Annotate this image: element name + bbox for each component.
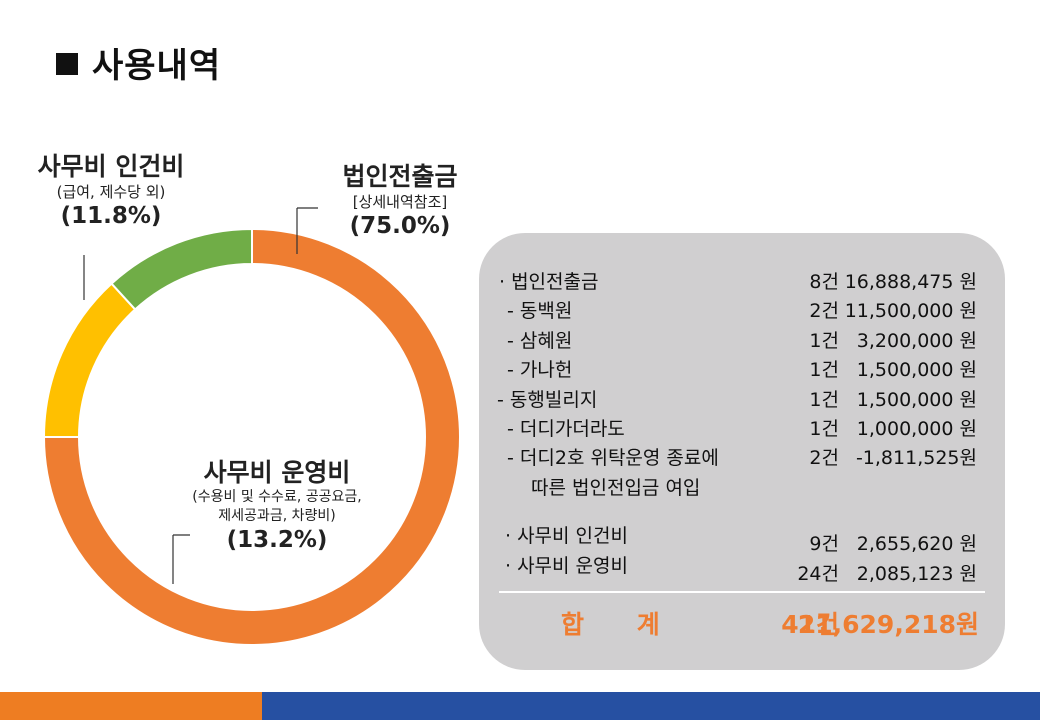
detail-amount: 2,655,620 원 (856, 533, 977, 555)
slice-sub: (수용비 및 수수료, 공공요금, (192, 489, 362, 505)
detail-count: 1건 (809, 330, 839, 352)
donut-slice (42, 227, 461, 646)
detail-row: - 가나헌 1건 1,500,000 원 (479, 355, 1005, 385)
detail-count: 9건 (809, 533, 839, 555)
slice-percent: (11.8%) (60, 203, 162, 229)
detail-desc: - 더디가더라도 (507, 418, 625, 440)
detail-amount: 3,200,000 원 (856, 330, 977, 352)
detail-desc: - 삼혜원 (507, 330, 573, 352)
slice-sub: (급여, 제수당 외) (56, 183, 166, 201)
detail-desc: - 동백원 (507, 300, 573, 322)
page-title: 사용내역 (56, 38, 221, 87)
slice-name: 사무비 인건비 (37, 152, 185, 181)
detail-desc: · 사무비 인건비 (505, 525, 628, 547)
slice-name: 법인전출금 (342, 162, 458, 191)
total-count: 41건 (781, 610, 839, 639)
detail-desc: · 법인전출금 (499, 271, 599, 293)
detail-desc: 따른 법인전입금 여입 (531, 477, 701, 499)
square-bullet-icon (56, 53, 78, 75)
total-row: 합 계 41건 21,629,218원 (479, 233, 1005, 670)
detail-amount: -1,811,525원 (855, 447, 977, 469)
detail-row: - 동행빌리지 1건 1,500,000 원 (479, 385, 1005, 415)
detail-row: - 더디2호 위탁운영 종료에 2건 -1,811,525원 (479, 443, 1005, 473)
detail-amount: 2,085,123 원 (856, 563, 977, 585)
detail-count: 1건 (809, 359, 839, 381)
slice-label-staff-cost: 사무비 인건비 (급여, 제수당 외) (11.8%) (6, 152, 216, 230)
details-panel: · 법인전출금 8건 16,888,475 원- 동백원 2건 11,500,000 원… (479, 233, 1005, 670)
detail-amount: 1,000,000 원 (856, 418, 977, 440)
detail-amount: 1,500,000 원 (856, 389, 977, 411)
detail-row: - 삼혜원 1건 3,200,000 원 (479, 326, 1005, 356)
detail-desc: - 더디2호 위탁운영 종료에 (507, 447, 719, 469)
total-label: 합 계 (561, 610, 682, 639)
footer-bar-blue (262, 692, 1040, 720)
slice-label-operating-cost: 사무비 운영비 (수용비 및 수수료, 공공요금, 제세공과금, 차량비) (1… (152, 458, 402, 554)
slice-sub: 제세공과금, 차량비) (218, 508, 336, 524)
detail-count: 2건 (809, 300, 839, 322)
divider (499, 591, 985, 593)
footer-bar-orange (0, 692, 262, 720)
slice-sub: [상세내역참조] (352, 193, 448, 211)
slice-name: 사무비 운영비 (203, 458, 351, 487)
detail-row: · 사무비 인건비 9건 2,655,620 원 (479, 521, 1005, 555)
detail-amount: 16,888,475 원 (844, 271, 977, 293)
detail-row: - 동백원 2건 11,500,000 원 (479, 296, 1005, 326)
detail-count: 2건 (809, 447, 839, 469)
detail-count: 1건 (809, 418, 839, 440)
detail-count: 24건 (797, 563, 839, 585)
total-amount: 21,629,218원 (797, 610, 979, 639)
detail-desc: - 동행빌리지 (497, 389, 598, 411)
detail-row: 따른 법인전입금 여입 (479, 473, 1005, 503)
detail-amount: 11,500,000 원 (844, 300, 977, 322)
detail-row: - 더디가더라도 1건 1,000,000 원 (479, 414, 1005, 444)
detail-row: · 법인전출금 8건 16,888,475 원 (479, 267, 1005, 297)
slice-label-corporate-transfer: 법인전출금 [상세내역참조] (75.0%) (300, 162, 500, 240)
detail-amount: 1,500,000 원 (856, 359, 977, 381)
detail-count: 8건 (809, 271, 839, 293)
detail-row: · 사무비 운영비 24건 2,085,123 원 (479, 551, 1005, 585)
donut-slice (42, 282, 137, 438)
donut-slice (110, 227, 253, 311)
detail-desc: · 사무비 운영비 (505, 555, 628, 577)
slice-percent: (75.0%) (349, 213, 451, 239)
detail-count: 1건 (809, 389, 839, 411)
detail-desc: - 가나헌 (507, 359, 573, 381)
slice-percent: (13.2%) (226, 527, 328, 553)
